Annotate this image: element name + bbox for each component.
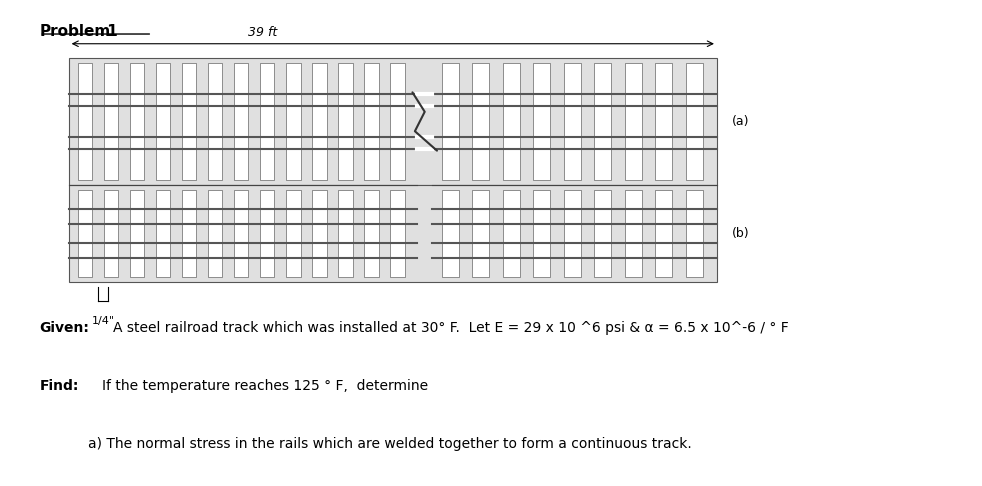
- Bar: [130, 63, 144, 180]
- Bar: [338, 63, 353, 180]
- Bar: [503, 190, 519, 277]
- Bar: [533, 63, 550, 180]
- Bar: [364, 63, 379, 180]
- Bar: [564, 190, 580, 277]
- Bar: [312, 190, 327, 277]
- Bar: [286, 63, 300, 180]
- Bar: [564, 63, 580, 180]
- Bar: [625, 63, 642, 180]
- Text: 1/4": 1/4": [91, 316, 115, 326]
- Bar: [686, 190, 703, 277]
- Text: (b): (b): [732, 227, 749, 240]
- Bar: [390, 190, 405, 277]
- Bar: [655, 190, 673, 277]
- Bar: [78, 63, 92, 180]
- Text: (a): (a): [732, 115, 749, 128]
- Text: 39 ft: 39 ft: [248, 26, 277, 39]
- Text: Find:: Find:: [39, 379, 79, 393]
- Bar: [182, 190, 196, 277]
- Text: If the temperature reaches 125 ° F,  determine: If the temperature reaches 125 ° F, dete…: [102, 379, 428, 393]
- Bar: [472, 190, 489, 277]
- Bar: [390, 63, 405, 180]
- Bar: [130, 190, 144, 277]
- Bar: [472, 63, 489, 180]
- Bar: [625, 190, 642, 277]
- Bar: [234, 190, 248, 277]
- Bar: [208, 190, 222, 277]
- Bar: [156, 190, 170, 277]
- Bar: [69, 58, 717, 185]
- Bar: [156, 63, 170, 180]
- Text: A steel railroad track which was installed at 30° F.  Let E = 29 x 10 ^6 psi & α: A steel railroad track which was install…: [113, 321, 789, 335]
- Bar: [503, 63, 519, 180]
- Bar: [686, 63, 703, 180]
- Bar: [286, 190, 300, 277]
- Bar: [655, 63, 673, 180]
- Bar: [208, 63, 222, 180]
- Bar: [533, 190, 550, 277]
- Bar: [364, 190, 379, 277]
- Text: Given:: Given:: [39, 321, 89, 335]
- Bar: [69, 185, 717, 282]
- Bar: [260, 190, 274, 277]
- Bar: [594, 63, 612, 180]
- Bar: [182, 63, 196, 180]
- Bar: [104, 63, 118, 180]
- Bar: [234, 63, 248, 180]
- Bar: [78, 190, 92, 277]
- Bar: [260, 63, 274, 180]
- Text: a) The normal stress in the rails which are welded together to form a continuous: a) The normal stress in the rails which …: [88, 437, 692, 451]
- Bar: [104, 190, 118, 277]
- Text: Problem: Problem: [39, 24, 111, 39]
- Bar: [594, 190, 612, 277]
- Bar: [338, 190, 353, 277]
- Bar: [312, 63, 327, 180]
- Bar: [442, 63, 459, 180]
- Bar: [442, 190, 459, 277]
- Text: 1: 1: [102, 24, 118, 39]
